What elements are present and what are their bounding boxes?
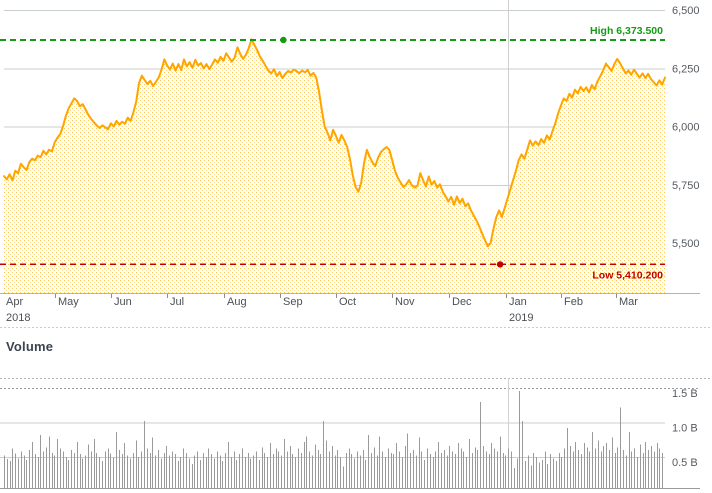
price-y-tick-label: 6,500 [672, 5, 700, 17]
price-y-tick-label: 5,750 [672, 180, 700, 192]
volume-chart-pane[interactable]: Volume 1.5 B 1.0 B 0.5 B [0, 330, 712, 493]
price-y-tick-label: 6,250 [672, 63, 700, 75]
high-price-label: High 6,373.500 [590, 25, 663, 37]
volume-y-tick-label: 0.5 B [672, 457, 698, 469]
price-x-tick-label: Jan [509, 296, 527, 308]
price-x-axis: Apr May Jun Jul Aug Sep Oct Nov Dec Jan Feb Mar 2018… [0, 293, 712, 328]
low-price-label: Low 5,410.200 [592, 269, 663, 281]
price-y-tick-label: 5,500 [672, 238, 700, 250]
price-x-tick-label: Sep [283, 296, 303, 308]
price-x-tick-label: Jul [170, 296, 184, 308]
price-x-tick-label: Aug [227, 296, 247, 308]
volume-bars [4, 390, 663, 488]
volume-y-axis: 1.5 B 1.0 B 0.5 B [672, 388, 698, 469]
price-line-series [3, 38, 666, 248]
price-x-tick-label: Dec [452, 296, 472, 308]
price-x-tick-label: Mar [619, 296, 638, 308]
price-x-tick-label: Feb [564, 296, 583, 308]
price-x-year-label: 2018 [6, 312, 30, 324]
price-y-tick-label: 6,000 [672, 122, 700, 134]
price-x-tick-label: Apr [6, 296, 23, 308]
volume-section-title: Volume [6, 339, 54, 354]
price-x-tick-label: Oct [339, 296, 356, 308]
price-x-tick-label: Nov [395, 296, 415, 308]
price-y-axis: 6,500 6,250 6,000 5,750 5,500 [672, 5, 700, 250]
volume-gridlines [0, 378, 712, 458]
price-chart-pane[interactable]: High 6,373.500 Low 5,410.200 6,500 6,250 6,… [0, 0, 712, 330]
price-area-fill [4, 39, 665, 293]
price-annotations: High 6,373.500 Low 5,410.200 [0, 25, 665, 281]
price-x-tick-label: May [58, 296, 79, 308]
price-x-year-label: 2019 [509, 312, 533, 324]
price-x-tick-label: Jun [114, 296, 132, 308]
volume-y-tick-label: 1.5 B [672, 388, 698, 400]
volume-y-tick-label: 1.0 B [672, 423, 698, 435]
volume-chart-svg[interactable]: 1.5 B 1.0 B 0.5 B [0, 330, 712, 493]
